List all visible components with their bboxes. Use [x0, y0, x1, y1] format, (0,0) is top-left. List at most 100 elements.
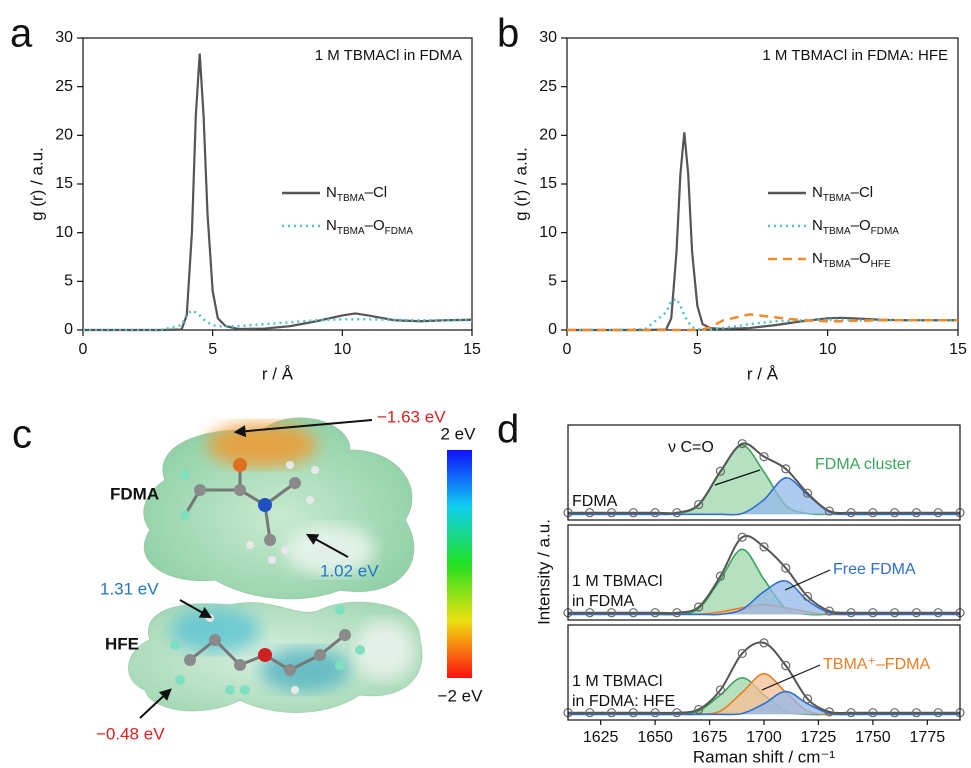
- subplot-label: FDMA: [572, 493, 618, 510]
- data-point: [715, 571, 726, 581]
- esp-label: 1.02 eV: [320, 561, 379, 580]
- x-tick-label: 1650: [637, 729, 673, 746]
- x-tick-label: 15: [463, 341, 481, 358]
- data-point: [933, 608, 943, 618]
- plot-frame: [82, 37, 473, 331]
- data-point: [672, 708, 682, 718]
- x-tick-label: 0: [563, 341, 572, 358]
- subplot: 1 M TBMACl in FDMA Free FDMA: [563, 524, 965, 621]
- x-tick-label: 1750: [855, 729, 891, 746]
- data-point: [911, 508, 922, 518]
- leader-line: [714, 469, 761, 486]
- subplot-label: in FDMA: HFE: [572, 693, 675, 710]
- annotation: FDMA cluster: [815, 456, 912, 473]
- fdma-esp-map: [143, 417, 415, 600]
- y-tick-label: 25: [55, 78, 73, 95]
- area-fill: [568, 445, 960, 515]
- data-point: [824, 506, 834, 516]
- x-tick-label: 5: [693, 341, 702, 358]
- x-tick-label: 1700: [746, 729, 782, 746]
- y-tick-label: 10: [539, 224, 557, 241]
- data-point: [868, 708, 878, 718]
- subplot: FDMA ν C=O FDMA cluster: [563, 424, 965, 521]
- data-point: [715, 685, 726, 695]
- data-point: [606, 608, 617, 618]
- data-point: [650, 608, 660, 618]
- x-axis-label: Raman shift / cm⁻¹: [693, 747, 836, 766]
- subplot-frame: [567, 524, 961, 621]
- x-tick-label: 15: [949, 341, 967, 358]
- annotation: ν C=O: [668, 439, 714, 456]
- annotation: TBMA⁺–FDMA: [823, 656, 930, 673]
- subplot-label: 1 M TBMACl: [572, 673, 662, 690]
- data-point: [868, 608, 878, 618]
- data-point: [650, 508, 660, 518]
- annotation: 1 M TBMACl in FDMA: HFE: [762, 47, 948, 64]
- y-tick-label: 5: [548, 273, 557, 290]
- fit-line: [567, 476, 960, 516]
- leader-line: [761, 664, 821, 691]
- y-axis-label: Intensity / a.u.: [534, 519, 553, 625]
- legend-label: NTBMA–Cl: [326, 184, 387, 204]
- y-tick-label: 10: [55, 224, 73, 241]
- legend-label: NTBMA–OFDMA: [326, 217, 413, 237]
- data-point: [694, 602, 704, 612]
- panel-letter: a: [10, 12, 33, 56]
- series-line: [83, 53, 473, 332]
- subplot-label: in FDMA: [572, 593, 635, 610]
- data-point: [890, 608, 900, 618]
- area-fill: [568, 549, 960, 615]
- y-tick-label: 0: [64, 321, 73, 338]
- data-point: [933, 508, 943, 518]
- y-tick-label: 20: [539, 127, 557, 144]
- data-point: [911, 608, 922, 618]
- legend-label: NTBMA–OFDMA: [812, 217, 899, 237]
- panel-letter: b: [497, 12, 519, 56]
- subplot: 1 M TBMACl in FDMA: HFE TBMA⁺–FDMA: [563, 624, 965, 721]
- area-fill: [568, 673, 960, 715]
- data-point: [890, 708, 900, 718]
- data-point: [759, 638, 769, 648]
- legend-label: NTBMA–Cl: [812, 184, 873, 204]
- area-fill: [568, 477, 960, 515]
- arrow: [305, 533, 349, 558]
- data-point: [585, 508, 595, 518]
- data-point: [737, 648, 747, 659]
- data-point: [802, 694, 813, 704]
- subplot-label: 1 M TBMACl: [572, 573, 662, 590]
- data-point: [781, 464, 791, 474]
- colorbar-label: 2 eV: [441, 424, 477, 443]
- series-line: [567, 297, 958, 332]
- data-point: [802, 591, 813, 602]
- hfe-esp-map: [128, 601, 423, 713]
- annotation: 1 M TBMACl in FDMA: [315, 47, 462, 64]
- x-tick-label: 5: [208, 341, 217, 358]
- data-point: [672, 608, 682, 618]
- data-point: [715, 466, 726, 476]
- data-point: [846, 708, 856, 718]
- y-axis-label: g (r) / a.u.: [27, 147, 46, 221]
- legend-label: NTBMA–OHFE: [812, 250, 891, 270]
- esp-label: −1.63 eV: [377, 407, 446, 426]
- y-tick-label: 15: [55, 175, 73, 192]
- x-tick-label: 10: [333, 341, 351, 358]
- data-point: [846, 608, 856, 618]
- data-point: [650, 708, 660, 718]
- data-point: [585, 608, 595, 618]
- y-tick-label: 5: [64, 273, 73, 290]
- data-point: [911, 708, 922, 718]
- fit-envelope: [568, 641, 960, 715]
- leader-line: [784, 569, 831, 591]
- annotation: Free FDMA: [833, 561, 916, 578]
- panel-letter: d: [497, 408, 519, 452]
- data-point: [802, 488, 813, 498]
- colorbar-label: −2 eV: [438, 686, 484, 705]
- data-point: [737, 439, 747, 449]
- x-tick-label: 1625: [583, 729, 619, 746]
- y-tick-label: 15: [539, 175, 557, 192]
- arrow: [233, 419, 373, 438]
- molecule-name: FDMA: [110, 484, 159, 503]
- area-fill: [568, 580, 960, 615]
